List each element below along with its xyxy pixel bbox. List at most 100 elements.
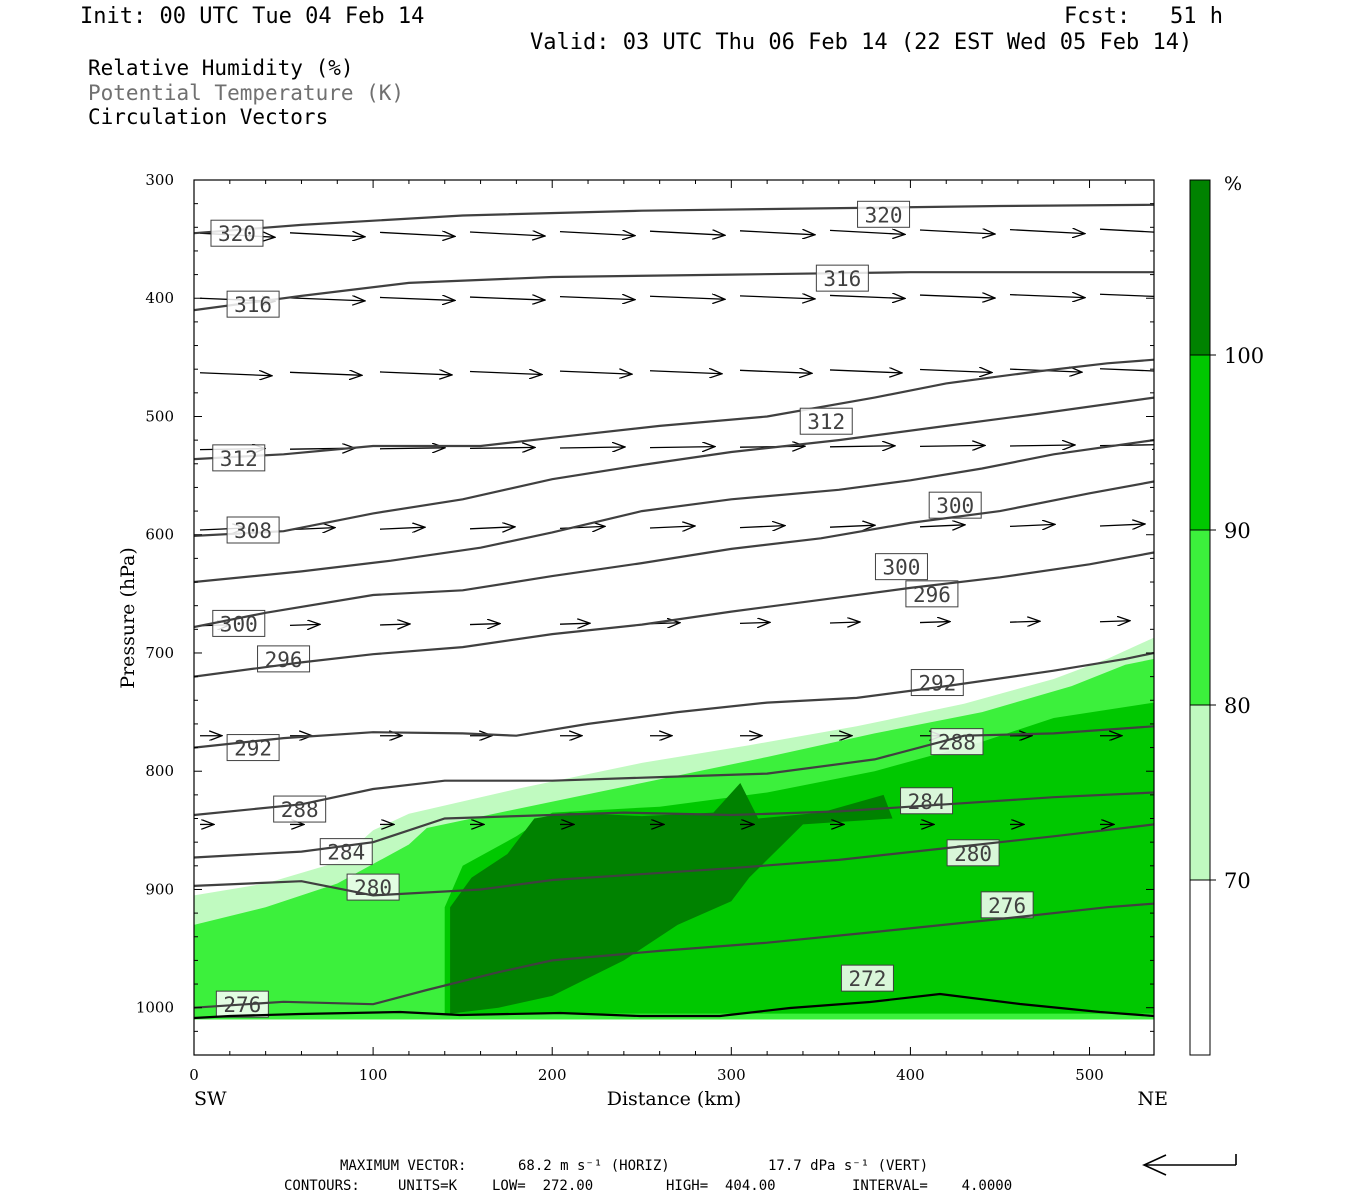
vector-arrow	[379, 624, 410, 625]
colorbar-unit: %	[1224, 173, 1242, 195]
max-vector-horiz: 68.2 m s⁻¹ (HORIZ)	[518, 1158, 670, 1174]
y-tick-label: 300	[145, 171, 174, 189]
theta-contour-308	[194, 396, 1154, 537]
x-tick-label: 200	[538, 1066, 567, 1084]
contour-label: 316	[823, 267, 861, 291]
vector-arrow	[1009, 445, 1075, 446]
ne-label: NE	[1138, 1088, 1169, 1110]
vector-arrow	[1009, 230, 1085, 234]
y-tick-label: 1000	[136, 999, 174, 1017]
rh-region-100	[450, 783, 893, 1014]
init-time: Init: 00 UTC Tue 04 Feb 14	[80, 4, 425, 29]
vector-arrow	[289, 233, 365, 237]
contour-label: 316	[234, 293, 272, 317]
vector-arrow	[1099, 293, 1154, 298]
vector-arrow	[1009, 524, 1055, 526]
vector-arrow	[469, 527, 515, 529]
vector-arrow	[289, 372, 362, 375]
vector-arrow	[1009, 295, 1085, 298]
vector-arrow	[649, 231, 725, 235]
y-tick-label: 400	[145, 289, 174, 307]
vector-arrow	[1099, 621, 1130, 622]
legend-vectors: Circulation Vectors	[88, 105, 329, 129]
contours-label: CONTOURS:	[284, 1178, 360, 1194]
vector-arrow	[469, 297, 545, 300]
vector-arrow	[649, 526, 695, 528]
vector-arrow	[739, 526, 785, 528]
colorbar-swatch	[1190, 530, 1210, 705]
theta-contour-288	[194, 651, 1154, 749]
vector-arrow	[649, 447, 715, 448]
vector-arrow	[379, 448, 445, 449]
contour-label: 296	[265, 648, 303, 672]
vector-arrow	[919, 525, 965, 527]
theta-contour-276	[194, 823, 1154, 897]
vector-arrow	[1099, 228, 1154, 233]
vector-arrow	[469, 372, 542, 375]
contours-units: UNITS=K	[398, 1178, 458, 1194]
vector-arrow	[739, 231, 815, 235]
theta-contour-320	[194, 203, 1154, 235]
vector-arrow	[739, 622, 770, 623]
vector-arrow	[919, 622, 950, 623]
vector-arrow	[739, 296, 815, 299]
circulation-vectors	[199, 228, 1154, 824]
theta-contour-296	[194, 480, 1154, 629]
vector-arrow	[559, 297, 635, 300]
vector-arrow	[559, 371, 632, 374]
vector-arrow	[1099, 524, 1145, 526]
colorbar: 70 80 90 100%	[1189, 173, 1264, 1056]
contour-label: 276	[988, 894, 1026, 918]
valid-time: Valid: 03 UTC Thu 06 Feb 14 (22 EST Wed …	[530, 30, 1193, 55]
vector-arrow	[289, 624, 320, 625]
legend-rh: Relative Humidity (%)	[88, 56, 354, 80]
theta-contour-312	[194, 358, 1154, 461]
vector-arrow	[829, 230, 905, 234]
vector-scale-arrow	[1142, 1154, 1237, 1176]
plot-frame	[193, 179, 1155, 1056]
contour-label: 312	[220, 447, 258, 471]
vector-arrow	[379, 232, 455, 236]
contour-label: 272	[848, 967, 886, 991]
contour-label: 288	[938, 731, 976, 755]
vector-arrow	[289, 298, 365, 301]
colorbar-label: 70	[1224, 869, 1251, 893]
vector-arrow	[829, 295, 905, 298]
x-tick-label: 300	[717, 1066, 746, 1084]
colorbar-label: 90	[1224, 519, 1251, 543]
colorbar-swatch	[1190, 180, 1210, 355]
y-tick-label: 900	[145, 880, 174, 898]
contour-label: 284	[908, 790, 946, 814]
vector-arrow	[739, 370, 812, 373]
y-tick-label: 600	[145, 526, 174, 544]
vector-arrow	[829, 525, 875, 527]
vector-arrow	[379, 372, 452, 375]
theta-contour-292	[194, 551, 1154, 678]
forecast-hour: Fcst: 51 h	[1064, 4, 1223, 29]
sw-label: SW	[194, 1088, 227, 1110]
colorbar-swatch	[1190, 355, 1210, 530]
theta-contour-300	[194, 439, 1154, 584]
contour-label: 292	[918, 672, 956, 696]
vector-arrow	[469, 624, 500, 625]
y-tick-label: 700	[145, 644, 174, 662]
theta-contour-284	[194, 725, 1154, 817]
vector-arrow	[559, 623, 590, 624]
theta-contour-316	[194, 271, 1154, 312]
vector-arrow	[559, 232, 635, 236]
max-vector-label: MAXIMUM VECTOR:	[340, 1158, 467, 1174]
vector-arrow	[559, 447, 625, 448]
vector-arrow	[829, 622, 860, 623]
max-vector-vert: 17.7 dPa s⁻¹ (VERT)	[768, 1158, 929, 1174]
vector-arrow	[379, 297, 455, 300]
x-axis-label: Distance (km)	[607, 1088, 742, 1110]
vector-arrow	[1009, 621, 1040, 622]
contours-high: HIGH= 404.00	[666, 1178, 776, 1194]
vector-arrow	[649, 371, 722, 374]
colorbar-label: 80	[1224, 694, 1251, 718]
theta-contours: 3203203163163123123083003003002962962922…	[194, 200, 1154, 1018]
contours-low: LOW= 272.00	[492, 1178, 594, 1194]
contour-label: 300	[882, 556, 920, 580]
vector-arrow	[919, 295, 995, 298]
